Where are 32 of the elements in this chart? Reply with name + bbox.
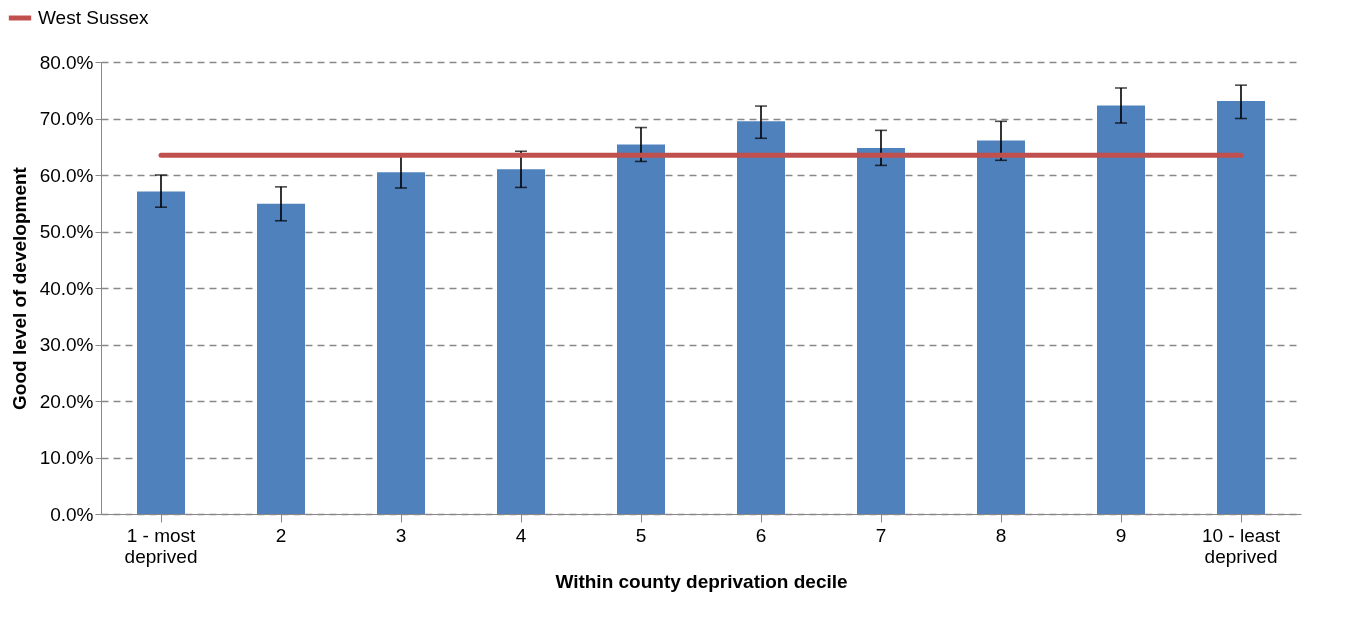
x-tick-label: 4 [515,524,527,546]
y-tick-label: 40.0% [39,277,94,299]
legend-label: West Sussex [38,7,150,28]
y-tick-label: 70.0% [39,108,94,129]
x-tick-label: 10 - least deprived [1201,524,1281,567]
x-tick-label: 5 [635,524,647,546]
bar [137,191,185,514]
x-tick-label: 8 [995,524,1007,546]
y-tick-label: 20.0% [39,390,94,412]
x-tick-label: 9 [1115,524,1127,546]
x-tick-label: 1 - most deprived [124,524,198,567]
x-tick-label: 7 [875,524,887,546]
bar [617,144,665,514]
x-axis-title: Within county deprivation decile [555,570,848,592]
x-tick-label: 2 [275,524,287,546]
y-axis-title: Good level of development [8,166,30,410]
y-tick-label: 60.0% [39,164,94,186]
bar [497,169,545,514]
bar [1217,100,1265,514]
x-tick-label: 6 [755,524,767,546]
bar [857,147,905,514]
y-tick-label: 50.0% [39,221,94,242]
bar [977,140,1025,514]
bar [737,121,785,514]
bar [377,172,425,514]
y-tick-label: 0.0% [50,503,94,525]
bar [1097,105,1145,514]
y-tick-label: 30.0% [39,334,94,355]
y-tick-label: 10.0% [39,447,94,468]
x-tick-label: 3 [395,524,407,546]
bar [257,203,305,514]
y-tick-label: 80.0% [39,51,94,73]
